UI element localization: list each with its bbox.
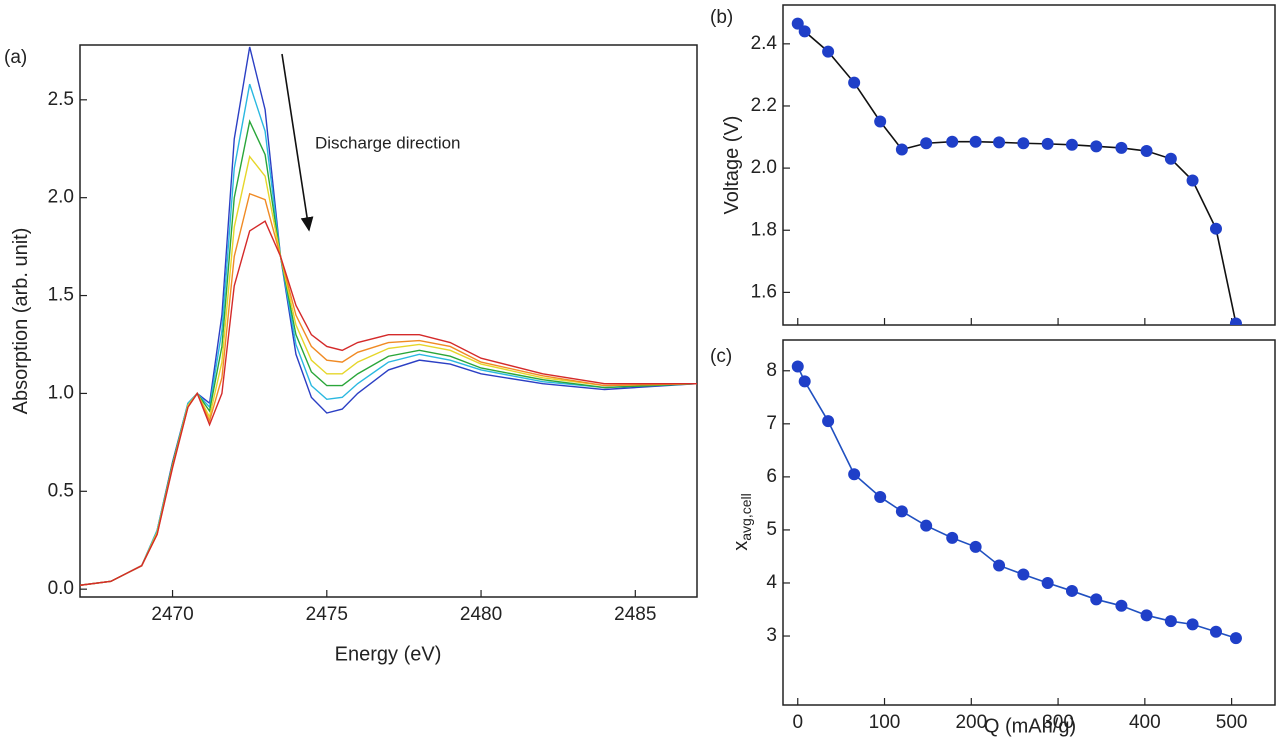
y-tick-label: 2.2 <box>751 95 777 116</box>
y-tick-label: 0.0 <box>48 578 74 599</box>
data-point <box>1017 568 1030 581</box>
data-point <box>1186 174 1199 187</box>
y-tick-label: 4 <box>766 572 777 593</box>
y-tick-label: 3 <box>766 625 777 646</box>
data-point <box>1115 599 1128 612</box>
data-point <box>1041 576 1054 589</box>
data-point <box>1140 145 1153 158</box>
series-line <box>80 220 697 586</box>
y-tick-label: 8 <box>766 360 777 381</box>
x-tick-label: 2480 <box>460 604 502 625</box>
data-point <box>946 135 959 148</box>
y-axis-label-main: x <box>730 541 752 551</box>
series-line <box>80 46 697 586</box>
series-line <box>797 366 1237 639</box>
y-axis-label: xavg,cell <box>730 493 753 550</box>
y-tick-label: 2.0 <box>751 157 777 178</box>
data-point <box>1115 141 1128 154</box>
plot-area <box>80 46 697 586</box>
data-point <box>1186 618 1199 631</box>
data-point <box>822 45 835 58</box>
panel-label: (b) <box>710 7 733 28</box>
x-tick-label: 400 <box>1129 712 1161 733</box>
data-point <box>1041 137 1054 150</box>
series-line <box>80 119 697 586</box>
data-point <box>1229 317 1242 325</box>
data-point <box>920 137 933 150</box>
data-point <box>946 531 959 544</box>
series-line <box>797 23 1237 324</box>
y-tick-label: 5 <box>766 519 777 540</box>
y-axis-label-main: Absorption (arb. unit) <box>10 228 32 415</box>
y-axis-label-main: Voltage (V) <box>721 116 743 215</box>
data-point <box>969 540 982 553</box>
x-tick-label: 300 <box>1042 712 1074 733</box>
panel-label: (c) <box>710 346 732 367</box>
x-tick-label: 0 <box>792 712 803 733</box>
x-tick-label: 500 <box>1216 712 1248 733</box>
data-point <box>874 491 887 504</box>
y-tick-label: 6 <box>766 466 777 487</box>
y-tick-label: 2.4 <box>751 33 778 54</box>
x-tick-label: 2485 <box>614 604 656 625</box>
plot-area <box>791 360 1242 645</box>
data-point <box>1065 138 1078 151</box>
data-point <box>1090 140 1103 153</box>
data-point <box>993 136 1006 149</box>
y-axis-label: Voltage (V) <box>721 116 743 215</box>
data-point <box>1090 593 1103 606</box>
data-point <box>1209 222 1222 235</box>
data-point <box>1140 609 1153 622</box>
data-point <box>874 115 887 128</box>
plot-frame <box>782 4 1276 326</box>
data-point <box>1065 584 1078 597</box>
x-axis-label: Energy (eV) <box>335 643 442 665</box>
plot-frame <box>79 44 698 598</box>
data-point <box>1229 632 1242 645</box>
data-point <box>798 375 811 388</box>
data-point <box>895 143 908 156</box>
x-tick-label: 100 <box>869 712 901 733</box>
y-tick-label: 2.0 <box>48 187 74 208</box>
x-axis-label: Q (mAh/g) <box>984 715 1076 737</box>
data-point <box>791 17 804 30</box>
data-point <box>848 76 861 89</box>
plot-frame <box>782 339 1276 706</box>
y-tick-label: 1.8 <box>751 219 777 240</box>
x-tick-label: 2475 <box>306 604 348 625</box>
data-point <box>822 415 835 428</box>
data-point <box>1164 615 1177 628</box>
data-point <box>848 468 861 481</box>
data-point <box>920 519 933 532</box>
x-tick-label: 200 <box>955 712 987 733</box>
y-tick-label: 1.0 <box>48 382 74 403</box>
y-axis-label: Absorption (arb. unit) <box>10 228 32 415</box>
data-point <box>1164 152 1177 165</box>
panel-label: (a) <box>4 47 27 68</box>
x-tick-label: 2470 <box>151 604 193 625</box>
data-point <box>993 559 1006 572</box>
data-point <box>791 360 804 373</box>
arrow <box>281 53 314 232</box>
data-point <box>1017 137 1030 150</box>
plot-area <box>791 17 1242 325</box>
y-tick-label: 1.5 <box>48 285 74 306</box>
data-point <box>969 135 982 148</box>
y-tick-label: 0.5 <box>48 480 74 501</box>
data-point <box>895 505 908 518</box>
annotation: Discharge direction <box>315 133 461 152</box>
y-tick-label: 2.5 <box>48 89 74 110</box>
y-tick-label: 7 <box>766 413 777 434</box>
y-axis-label-subscript: avg,cell <box>738 493 754 540</box>
series-line <box>80 154 697 586</box>
data-point <box>1209 625 1222 638</box>
data-point <box>798 25 811 38</box>
y-tick-label: 1.6 <box>751 281 777 302</box>
